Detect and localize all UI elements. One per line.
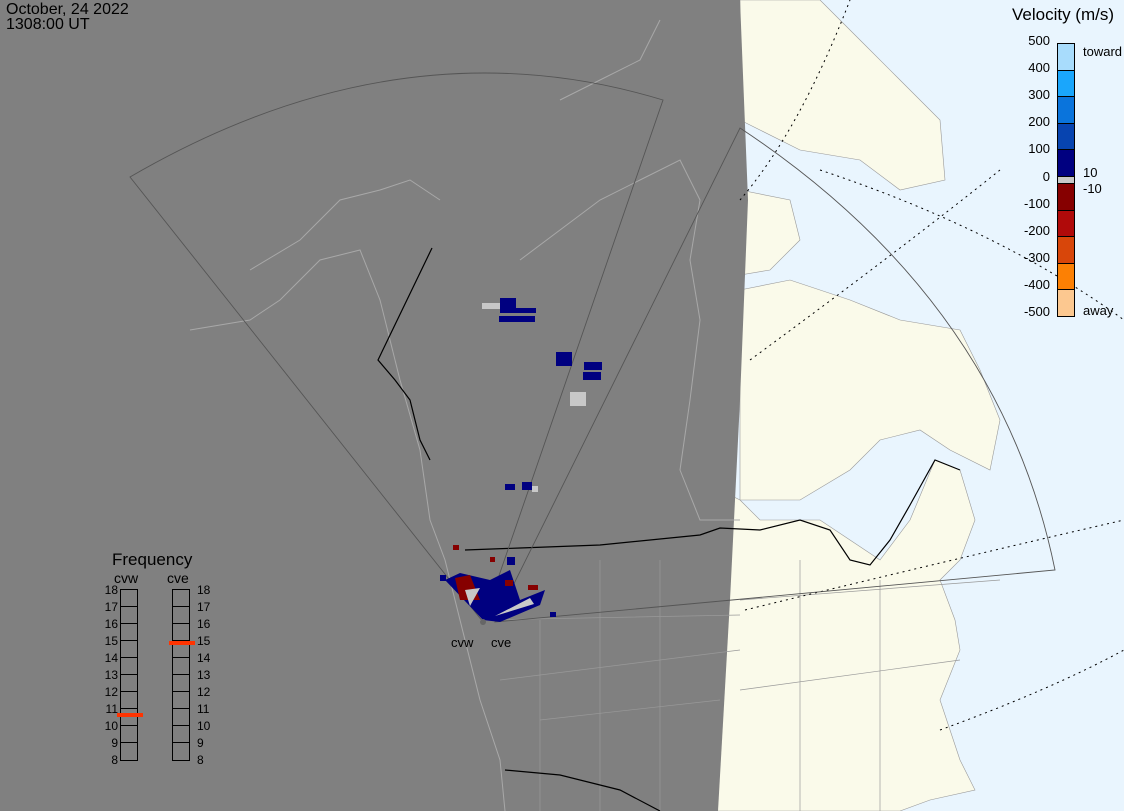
frequency-marker-cvw (117, 712, 143, 717)
colorbar-segment (1058, 70, 1074, 98)
frequency-tick: 11 (197, 702, 210, 716)
frequency-tick: 11 (105, 702, 118, 716)
velocity-tick: 400 (1028, 60, 1050, 76)
frequency-cell (121, 675, 137, 692)
frequency-tick: 14 (104, 651, 118, 665)
velocity-tick: -400 (1023, 276, 1050, 292)
date-label: October, 24 2022 (6, 1, 129, 18)
radar-fov (129, 72, 1056, 623)
velocity-colorbar (1057, 43, 1075, 317)
frequency-tick: 10 (104, 719, 118, 733)
velocity-tick: 0 (1042, 168, 1050, 184)
borders (479, 560, 1001, 811)
land-baffin (739, 0, 946, 191)
frequency-cell (173, 641, 189, 658)
freq-radar-label-cvw: cvw (114, 570, 139, 586)
velocity-tick: -200 (1023, 222, 1050, 238)
frequency-tick: 8 (197, 753, 204, 767)
frequency-tick: 16 (197, 617, 211, 631)
frequency-cell (121, 692, 137, 709)
frequency-tick: 18 (197, 583, 211, 597)
frequency-bar-cvw (120, 589, 138, 761)
velocity-tick: 300 (1028, 87, 1050, 103)
low-pos-label: 10 (1083, 165, 1098, 180)
velocity-tick: -100 (1023, 195, 1050, 211)
frequency-cell (173, 590, 189, 607)
velocity-tick: 500 (1028, 33, 1050, 48)
frequency-tick: 12 (197, 685, 211, 699)
colorbar-segment (1058, 176, 1074, 185)
frequency-bar-cve (172, 589, 190, 761)
colorbar-segment (1058, 184, 1074, 211)
night-coastlines (189, 19, 740, 811)
frequency-cell (121, 624, 137, 641)
frequency-tick: 15 (104, 634, 118, 648)
frequency-cell (173, 692, 189, 709)
colorbar-segment (1058, 237, 1074, 264)
land-quebec (739, 279, 1001, 501)
cvw-fov (129, 72, 664, 623)
frequency-cell (121, 726, 137, 743)
velocity-tick: -300 (1023, 249, 1050, 265)
frequency-tick: 9 (111, 736, 118, 750)
colorbar-segment (1058, 263, 1074, 291)
frequency-tick: 10 (197, 719, 211, 733)
frequency-cell (121, 607, 137, 624)
frequency-tick: 17 (197, 600, 211, 614)
latitude-lines (739, 0, 1124, 731)
frequency-cell (121, 743, 137, 759)
frequency-marker-cve (169, 641, 195, 646)
colorbar-segment (1058, 123, 1074, 151)
time-label: 1308:00 UT (6, 16, 90, 33)
canada-us-border (464, 459, 961, 566)
frequency-cell (173, 726, 189, 743)
frequency-tick: 15 (197, 634, 211, 648)
cve-fov (494, 127, 1056, 623)
frequency-tick: 8 (111, 753, 118, 767)
frequency-tick: 9 (197, 736, 204, 750)
colorbar-segment (1058, 44, 1074, 71)
frequency-cell (173, 607, 189, 624)
colorbar-segment (1058, 290, 1074, 317)
radar-label-cve: cve (491, 635, 512, 650)
frequency-tick: 12 (104, 685, 118, 699)
frequency-tick: 17 (104, 600, 118, 614)
frequency-tick: 16 (104, 617, 118, 631)
frequency-tick: 13 (104, 668, 118, 682)
frequency-cell (173, 743, 189, 759)
frequency-cell (173, 675, 189, 692)
cvw-site-marker (480, 619, 486, 625)
away-label: away (1083, 303, 1114, 318)
frequency-cell (173, 709, 189, 726)
frequency-cell (121, 658, 137, 675)
frequency-tick: 14 (197, 651, 211, 665)
frequency-cell (121, 709, 137, 726)
frequency-cell (173, 624, 189, 641)
velocity-tick: 200 (1028, 114, 1050, 130)
scatter-cells (440, 298, 602, 622)
land-north-america (699, 459, 976, 811)
colorbar-segment (1058, 150, 1074, 177)
low-neg-label: -10 (1083, 181, 1102, 196)
frequency-cell (121, 590, 137, 607)
mexico-border (504, 769, 661, 811)
radar-label-cvw: cvw (451, 635, 474, 650)
velocity-legend-title: Velocity (m/s) (1012, 5, 1115, 24)
frequency-tick: 13 (197, 668, 211, 682)
velocity-tick: 100 (1028, 141, 1050, 157)
night-shade (0, 0, 748, 811)
velocity-tick: -500 (1023, 304, 1050, 319)
toward-label: toward (1083, 44, 1123, 59)
alaska-border (377, 247, 433, 461)
freq-radar-label-cve: cve (167, 570, 189, 586)
frequency-cell (173, 658, 189, 675)
frequency-cell (121, 641, 137, 658)
colorbar-segment (1058, 210, 1074, 238)
frequency-tick: 18 (104, 583, 118, 597)
colorbar-segment (1058, 97, 1074, 124)
frequency-title: Frequency (112, 550, 193, 569)
